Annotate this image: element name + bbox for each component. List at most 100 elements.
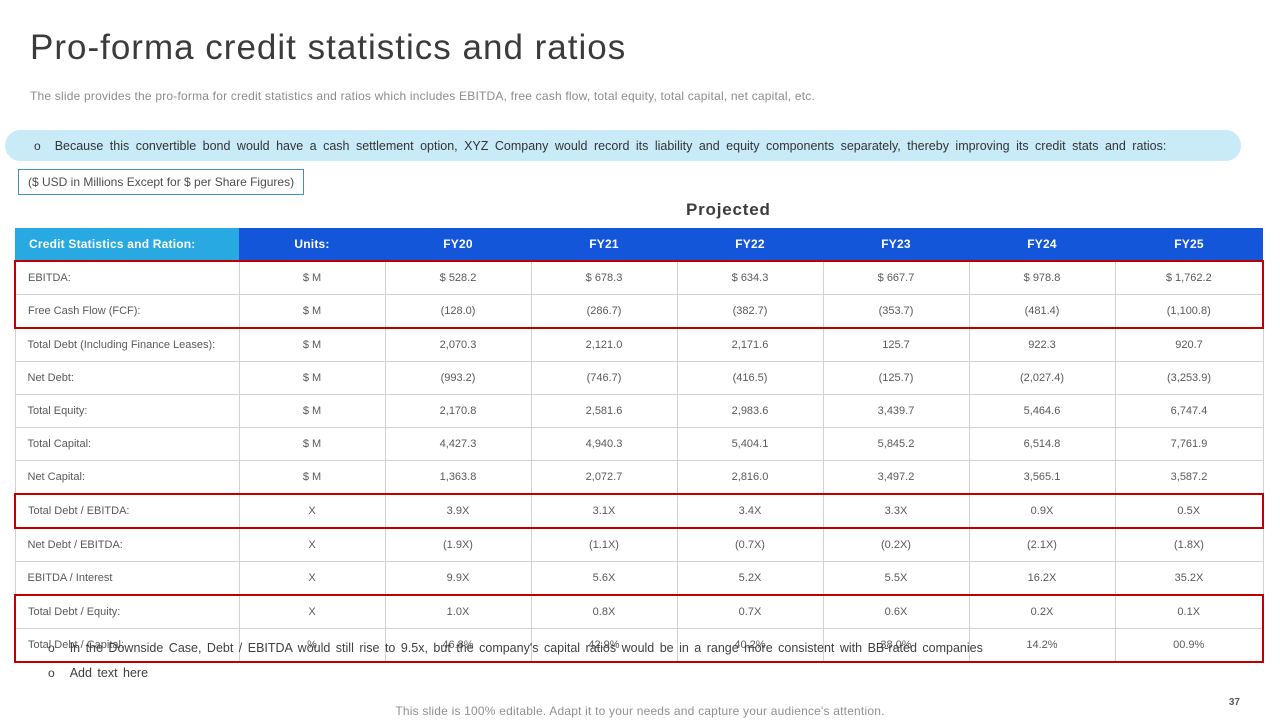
- bullet-marker: o: [48, 666, 55, 680]
- cell-value: 6,514.8: [968, 427, 1116, 461]
- row-label: Net Debt:: [14, 361, 240, 395]
- page-title: Pro-forma credit statistics and ratios: [30, 28, 627, 67]
- table-row: EBITDA / Interest X 9.9X 5.6X 5.2X 5.5X …: [14, 561, 1264, 596]
- cell-value: 5.2X: [676, 561, 824, 596]
- cell-value: (2,027.4): [968, 361, 1116, 395]
- cell-value: (1.1X): [530, 527, 678, 562]
- cell-value: 2,816.0: [676, 460, 824, 495]
- cell-value: 46.8%: [384, 628, 532, 663]
- row-label: Net Debt / EBITDA:: [14, 527, 240, 562]
- bullet-marker: o: [34, 138, 41, 153]
- header-year-fy24: FY24: [969, 228, 1115, 261]
- cell-value: $ 528.2: [384, 260, 532, 295]
- cell-value: 1.0X: [384, 594, 532, 629]
- cell-value: 3,565.1: [968, 460, 1116, 495]
- table-row: Total Debt / Equity: X 1.0X 0.8X 0.7X 0.…: [14, 594, 1264, 629]
- projected-label: Projected: [686, 200, 771, 219]
- table-row: Total Debt (Including Finance Leases): $…: [14, 327, 1264, 362]
- row-label: Total Debt / Equity:: [14, 594, 240, 629]
- row-units: $ M: [238, 361, 386, 395]
- highlight-banner: o Because this convertible bond would ha…: [5, 130, 1241, 161]
- cell-value: $ 1,762.2: [1114, 260, 1264, 295]
- row-label: Total Debt / EBITDA:: [14, 493, 240, 529]
- cell-value: (0.7X): [676, 527, 824, 562]
- row-units: X: [238, 493, 386, 529]
- footer-note: This slide is 100% editable. Adapt it to…: [395, 704, 885, 718]
- cell-value: 14.2%: [968, 628, 1116, 663]
- row-label: Total Capital:: [14, 427, 240, 461]
- table-row: Net Capital: $ M 1,363.8 2,072.7 2,816.0…: [14, 460, 1264, 495]
- row-label: Total Debt / Capital:: [14, 628, 240, 663]
- row-label: EBITDA:: [14, 260, 240, 295]
- cell-value: (353.7): [822, 294, 970, 329]
- banner-text: Because this convertible bond would have…: [54, 138, 1167, 153]
- cell-value: 2,121.0: [530, 327, 678, 362]
- cell-value: 0.5X: [1114, 493, 1264, 529]
- cell-value: 3,439.7: [822, 394, 970, 428]
- cell-value: 4,940.3: [530, 427, 678, 461]
- page-number: 37: [1228, 697, 1240, 708]
- cell-value: 3.1X: [530, 493, 678, 529]
- cell-value: 0.7X: [676, 594, 824, 629]
- units-note-box: ($ USD in Millions Except for $ per Shar…: [18, 169, 305, 195]
- row-units: $ M: [238, 327, 386, 362]
- bullet-text: In the Downside Case, Debt / EBITDA woul…: [69, 641, 983, 655]
- cell-value: 38.0%: [822, 628, 970, 663]
- cell-value: (125.7): [822, 361, 970, 395]
- header-year-fy20: FY20: [385, 228, 531, 261]
- cell-value: 0.1X: [1114, 594, 1264, 629]
- cell-value: (2.1X): [968, 527, 1116, 562]
- cell-value: 35.2X: [1114, 561, 1264, 596]
- table-row: Total Capital: $ M 4,427.3 4,940.3 5,404…: [14, 427, 1264, 461]
- cell-value: 3.9X: [384, 493, 532, 529]
- cell-value: 2,983.6: [676, 394, 824, 428]
- cell-value: 3,587.2: [1114, 460, 1264, 495]
- cell-value: 0.2X: [968, 594, 1116, 629]
- row-units: $ M: [238, 460, 386, 495]
- row-label: Total Debt (Including Finance Leases):: [14, 327, 240, 362]
- header-year-fy22: FY22: [677, 228, 823, 261]
- row-units: $ M: [238, 427, 386, 461]
- cell-value: 922.3: [968, 327, 1116, 362]
- table-row: Free Cash Flow (FCF): $ M (128.0) (286.7…: [14, 294, 1264, 329]
- cell-value: 2,070.3: [384, 327, 532, 362]
- cell-value: (1.9X): [384, 527, 532, 562]
- cell-value: 125.7: [822, 327, 970, 362]
- row-label: Free Cash Flow (FCF):: [14, 294, 240, 329]
- cell-value: 6,747.4: [1114, 394, 1264, 428]
- cell-value: (3,253.9): [1114, 361, 1264, 395]
- table-row: Net Debt / EBITDA: X (1.9X) (1.1X) (0.7X…: [14, 527, 1264, 562]
- table-row: Total Debt / Capital: % 46.8% 42.9% 40.2…: [14, 628, 1264, 663]
- header-year-fy23: FY23: [823, 228, 969, 261]
- slide-subtitle: The slide provides the pro-forma for cre…: [30, 89, 815, 103]
- row-units: $ M: [238, 394, 386, 428]
- cell-value: 0.9X: [968, 493, 1116, 529]
- row-units: X: [238, 561, 386, 596]
- cell-value: 16.2X: [968, 561, 1116, 596]
- table-row: Total Equity: $ M 2,170.8 2,581.6 2,983.…: [14, 394, 1264, 428]
- cell-value: $ 667.7: [822, 260, 970, 295]
- credit-stats-table: Credit Statistics and Ration: Units: FY2…: [14, 228, 1264, 663]
- cell-value: 3.3X: [822, 493, 970, 529]
- cell-value: (1,100.8): [1114, 294, 1264, 329]
- row-units: $ M: [238, 260, 386, 295]
- table-row: Total Debt / EBITDA: X 3.9X 3.1X 3.4X 3.…: [14, 493, 1264, 529]
- cell-value: 5.6X: [530, 561, 678, 596]
- cell-value: 4,427.3: [384, 427, 532, 461]
- header-units: Units:: [239, 228, 385, 261]
- cell-value: 2,581.6: [530, 394, 678, 428]
- cell-value: 3.4X: [676, 493, 824, 529]
- add-text-placeholder: Add text here: [69, 666, 149, 680]
- bullet-marker: o: [48, 641, 55, 655]
- cell-value: 5.5X: [822, 561, 970, 596]
- cell-value: (382.7): [676, 294, 824, 329]
- cell-value: 5,464.6: [968, 394, 1116, 428]
- cell-value: (416.5): [676, 361, 824, 395]
- cell-value: 0.6X: [822, 594, 970, 629]
- cell-value: $ 634.3: [676, 260, 824, 295]
- cell-value: (0.2X): [822, 527, 970, 562]
- cell-value: 2,170.8: [384, 394, 532, 428]
- header-year-fy25: FY25: [1115, 228, 1263, 261]
- cell-value: (746.7): [530, 361, 678, 395]
